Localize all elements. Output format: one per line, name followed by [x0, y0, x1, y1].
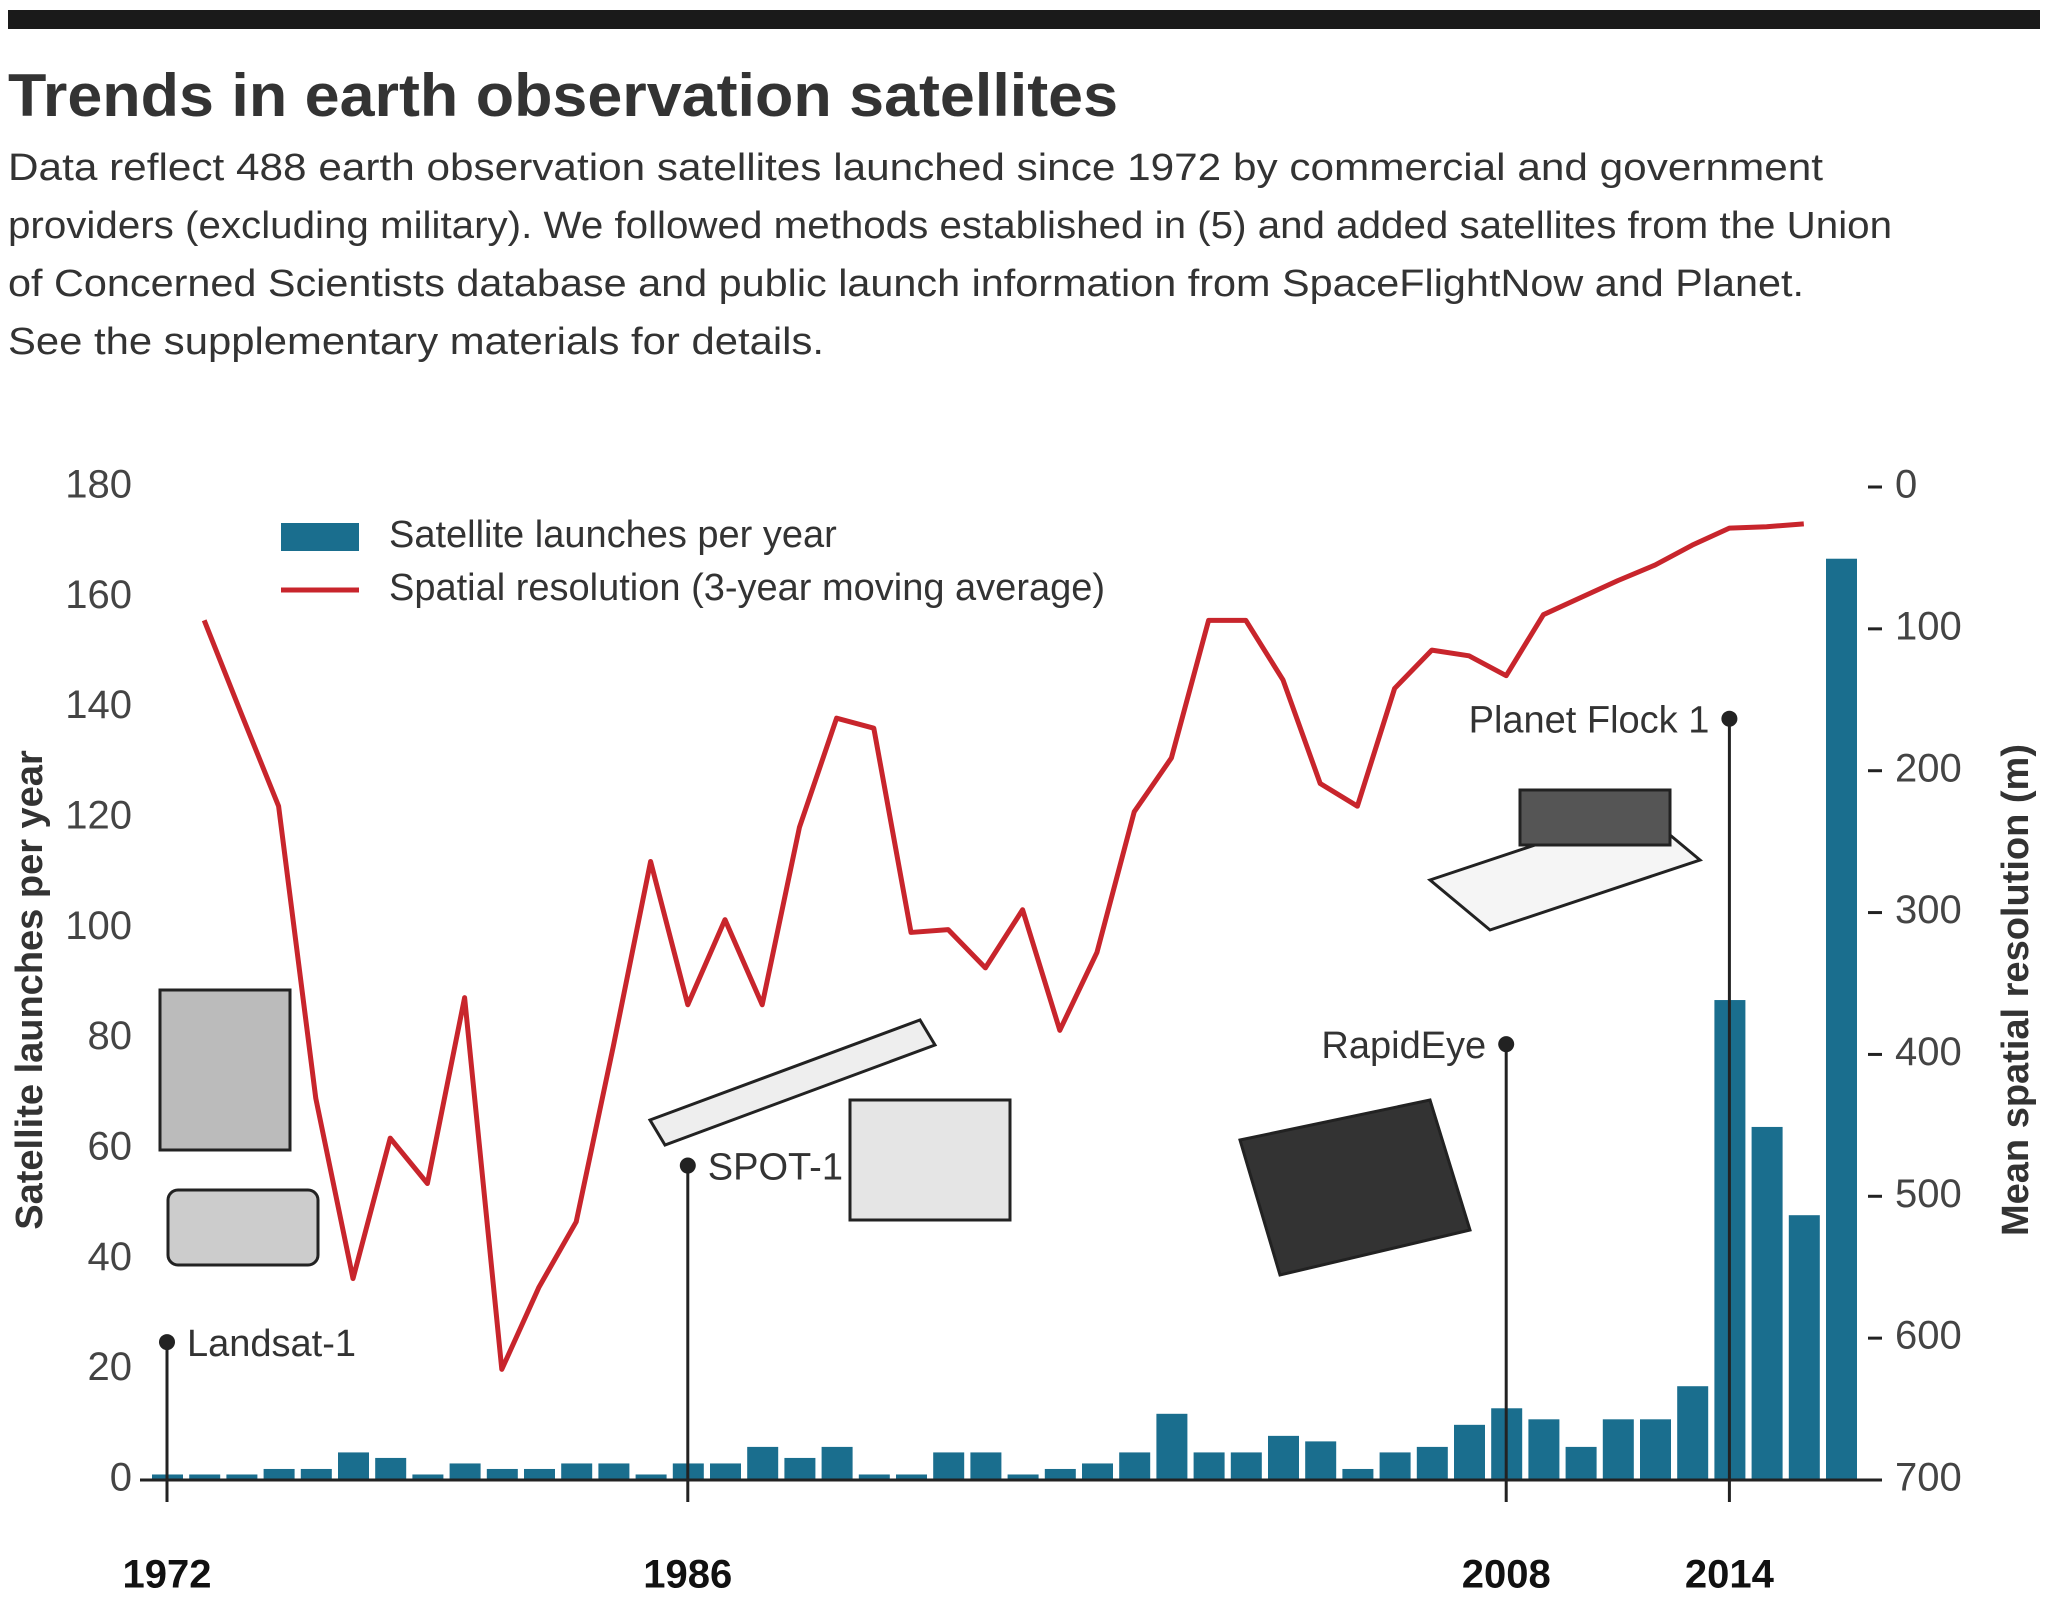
y2-tick-label: 200	[1895, 746, 1962, 790]
x-tick-label: 1972	[123, 1553, 212, 1597]
bar	[1007, 1474, 1039, 1480]
y2-tick-label: 600	[1895, 1314, 1962, 1358]
bar	[1305, 1441, 1337, 1480]
bar	[1342, 1468, 1374, 1480]
x-tick-label: 1986	[643, 1553, 732, 1597]
chart-title: Trends in earth observation satellites	[8, 62, 1118, 129]
subtitle: providers (excluding military). We follo…	[8, 205, 1892, 247]
legend-label: Satellite launches per year	[389, 514, 837, 556]
bar	[338, 1452, 369, 1480]
bar	[226, 1474, 258, 1480]
y-tick-label: 120	[65, 794, 132, 838]
x-tick-label: 2008	[1462, 1553, 1551, 1597]
bar	[635, 1474, 667, 1480]
bar	[821, 1446, 853, 1480]
y-tick-label: 160	[65, 573, 132, 617]
bar	[1677, 1386, 1709, 1480]
bar	[1268, 1435, 1299, 1480]
y-tick-label: 0	[110, 1456, 132, 1500]
y2-tick-label: 500	[1895, 1172, 1962, 1216]
y-axis-title: Satellite launches per year	[9, 750, 51, 1230]
annotation-dot	[1721, 710, 1738, 727]
bar	[784, 1457, 816, 1480]
bar	[1454, 1424, 1485, 1480]
y-tick-label: 80	[88, 1014, 133, 1058]
bar	[1788, 1215, 1820, 1480]
legend-swatch	[281, 523, 359, 551]
bar	[1193, 1452, 1225, 1480]
bar	[598, 1463, 630, 1480]
top-rule	[8, 10, 2040, 29]
annotation-label: RapidEye	[1321, 1025, 1486, 1067]
bar	[1156, 1413, 1188, 1480]
bar	[1602, 1419, 1634, 1480]
annotation-dot	[159, 1334, 175, 1351]
y-tick-label: 100	[65, 904, 132, 948]
bar	[1528, 1419, 1560, 1480]
bar	[1751, 1126, 1783, 1480]
bar	[1119, 1452, 1151, 1480]
bar	[486, 1468, 518, 1480]
legend-label: Spatial resolution (3-year moving averag…	[389, 567, 1105, 609]
bar	[747, 1446, 779, 1480]
bar	[375, 1457, 407, 1480]
bar	[710, 1463, 741, 1480]
bar	[1044, 1468, 1076, 1480]
bar	[896, 1474, 927, 1480]
y2-axis-title: Mean spatial resolution (m)	[1995, 744, 2037, 1236]
annotation-label: Landsat-1	[187, 1323, 356, 1365]
bar	[300, 1468, 332, 1480]
y2-tick-label: 400	[1895, 1030, 1962, 1074]
bar	[970, 1452, 1002, 1480]
bar	[1416, 1446, 1448, 1480]
y2-tick-label: 0	[1895, 463, 1917, 507]
bar	[524, 1468, 555, 1480]
bar	[189, 1474, 221, 1480]
subtitle: Data reflect 488 earth observation satel…	[8, 147, 1823, 189]
bar	[561, 1463, 593, 1480]
y-tick-label: 20	[88, 1345, 133, 1389]
y-tick-label: 140	[65, 683, 132, 727]
y-tick-label: 180	[65, 463, 132, 507]
annotation-dot	[1498, 1036, 1515, 1053]
y2-tick-label: 300	[1895, 888, 1962, 932]
bar	[412, 1474, 444, 1480]
annotation-dot	[679, 1157, 696, 1174]
bar	[1082, 1463, 1113, 1480]
bar	[1565, 1446, 1597, 1480]
bar	[858, 1474, 890, 1480]
bar	[1230, 1452, 1262, 1480]
annotation-label: SPOT-1	[708, 1147, 843, 1189]
bar	[933, 1452, 965, 1480]
illustration	[158, 788, 1704, 1277]
bar	[263, 1468, 295, 1480]
bar	[449, 1463, 481, 1480]
y2-tick-label: 700	[1895, 1456, 1962, 1500]
annotation-label: Planet Flock 1	[1469, 700, 1710, 742]
bar	[1826, 558, 1857, 1480]
subtitle: See the supplementary materials for deta…	[8, 321, 824, 363]
line	[201, 521, 1804, 1372]
x-tick-label: 2014	[1685, 1553, 1775, 1597]
y-tick-label: 40	[88, 1235, 133, 1279]
bar	[1640, 1419, 1671, 1480]
subtitle: of Concerned Scientists database and pub…	[8, 263, 1804, 305]
bar	[1379, 1452, 1411, 1480]
y-tick-label: 60	[88, 1125, 133, 1169]
y2-tick-label: 100	[1895, 604, 1962, 648]
